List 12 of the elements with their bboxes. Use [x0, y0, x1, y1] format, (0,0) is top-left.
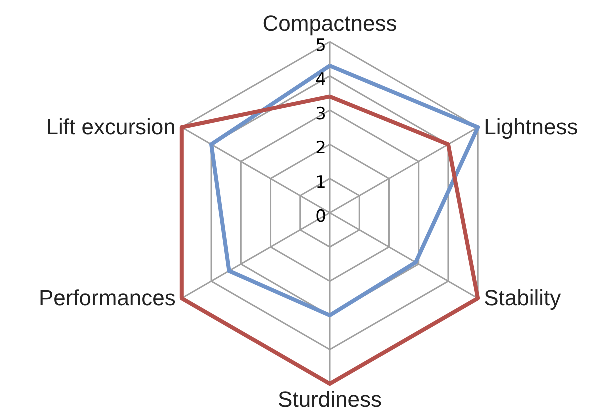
- spoke-label: Stability: [484, 286, 562, 310]
- spoke-label: Compactness: [262, 11, 398, 36]
- y-tick-label: 3: [316, 104, 326, 124]
- y-tick-label: 2: [316, 138, 326, 159]
- spoke-label: Lift excursion: [46, 114, 176, 140]
- y-tick-label: 0: [316, 207, 326, 227]
- y-tick-label: 5: [316, 36, 326, 56]
- spoke-label: Performances: [38, 286, 176, 310]
- y-tick-label: 1: [316, 172, 326, 193]
- spoke-label: Lightness: [484, 114, 578, 140]
- y-tick-label: 4: [316, 70, 326, 90]
- spoke-label: Sturdiness: [278, 387, 382, 412]
